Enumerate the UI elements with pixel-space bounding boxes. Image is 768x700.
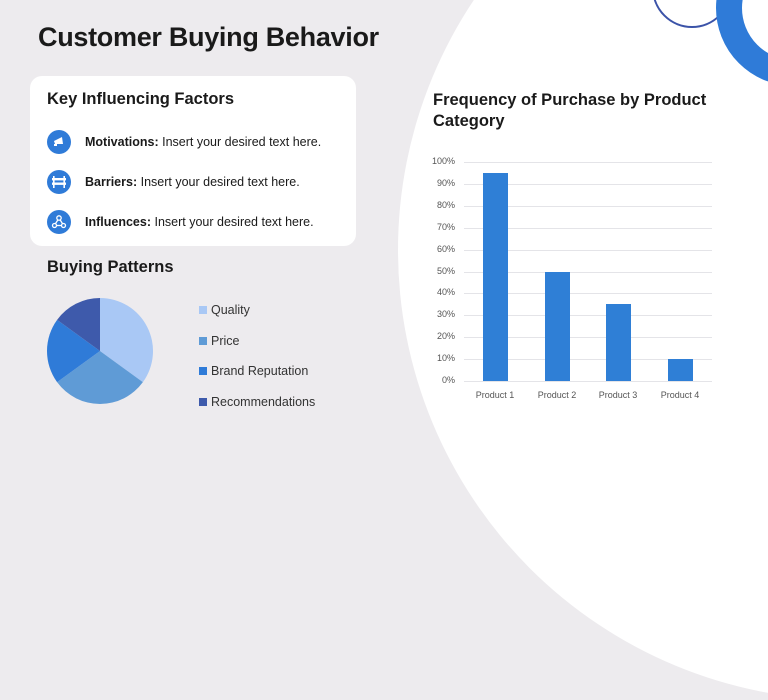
factor-label: Motivations: bbox=[85, 135, 159, 149]
factor-label: Barriers: bbox=[85, 175, 138, 189]
x-axis-category-label: Product 2 bbox=[537, 390, 577, 400]
pie-legend: Quality Price Brand Reputation Recommend… bbox=[199, 295, 315, 417]
gridline bbox=[464, 271, 712, 273]
megaphone-icon bbox=[47, 130, 71, 154]
legend-item-brand-reputation: Brand Reputation bbox=[199, 356, 315, 387]
gridline bbox=[464, 227, 712, 229]
legend-label: Price bbox=[211, 333, 240, 348]
factor-barriers: Barriers: Insert your desired text here. bbox=[47, 170, 300, 194]
key-factors-card: Key Influencing Factors Motivations: Ins… bbox=[30, 76, 356, 246]
buying-patterns-pie-chart bbox=[47, 298, 153, 404]
bar-product-3 bbox=[605, 304, 631, 381]
y-axis-tick-label: 40% bbox=[436, 287, 455, 298]
legend-item-quality: Quality bbox=[199, 295, 315, 326]
legend-label: Brand Reputation bbox=[211, 364, 309, 379]
gridline bbox=[464, 205, 712, 207]
y-axis-tick-label: 0% bbox=[441, 375, 455, 385]
y-axis-tick-label: 70% bbox=[436, 221, 455, 232]
legend-swatch bbox=[199, 367, 207, 376]
factor-influences: Influences: Insert your desired text her… bbox=[47, 210, 314, 234]
buying-patterns-heading: Buying Patterns bbox=[47, 258, 174, 276]
y-axis-tick-label: 100% bbox=[431, 156, 455, 166]
factor-text: Insert your desired text here. bbox=[140, 175, 300, 189]
factor-label: Influences: bbox=[85, 215, 151, 229]
x-axis-category-label: Product 3 bbox=[598, 390, 638, 400]
gridline bbox=[464, 337, 712, 339]
legend-item-recommendations: Recommendations bbox=[199, 387, 315, 418]
y-axis-tick-label: 20% bbox=[436, 331, 455, 342]
y-axis-tick-label: 90% bbox=[436, 177, 455, 188]
bar-product-4 bbox=[667, 359, 693, 381]
gridline bbox=[464, 183, 712, 185]
bar-product-1 bbox=[482, 172, 508, 381]
slide-title: Customer Buying Behavior bbox=[38, 22, 379, 52]
factor-motivations: Motivations: Insert your desired text he… bbox=[47, 130, 321, 154]
legend-label: Recommendations bbox=[211, 394, 316, 409]
barrier-icon bbox=[47, 170, 71, 194]
pie-slice-brand-reputation bbox=[47, 319, 100, 383]
bar-product-2 bbox=[544, 271, 570, 381]
legend-label: Quality bbox=[211, 303, 250, 318]
factor-text: Insert your desired text here. bbox=[154, 215, 314, 229]
gridline bbox=[464, 381, 712, 382]
gridline bbox=[464, 359, 712, 361]
pie-slice-quality bbox=[100, 298, 153, 383]
legend-item-price: Price bbox=[199, 326, 315, 357]
legend-swatch bbox=[199, 306, 207, 315]
y-axis-tick-label: 10% bbox=[436, 353, 455, 364]
x-axis-category-label: Product 4 bbox=[660, 390, 700, 400]
y-axis-tick-label: 80% bbox=[436, 199, 455, 210]
pie-slice-price bbox=[57, 351, 143, 404]
gridline bbox=[464, 249, 712, 251]
key-factors-heading: Key Influencing Factors bbox=[47, 90, 235, 108]
factor-text: Insert your desired text here. bbox=[162, 135, 322, 149]
y-axis-tick-label: 60% bbox=[436, 243, 455, 254]
pie-slice-recommendations bbox=[57, 298, 100, 351]
frequency-chart-title: Frequency of Purchase by Product Categor… bbox=[433, 91, 707, 130]
x-axis-category-label: Product 1 bbox=[475, 390, 515, 400]
y-axis-tick-label: 30% bbox=[436, 309, 455, 320]
legend-swatch bbox=[199, 336, 207, 345]
legend-swatch bbox=[199, 397, 207, 406]
y-axis-tick-label: 50% bbox=[436, 265, 455, 276]
gridline bbox=[464, 162, 712, 163]
gridline bbox=[464, 315, 712, 317]
network-icon bbox=[47, 210, 71, 234]
frequency-bar-chart: 100% 90% 80% 70% 60% 50% 40% 30% 20% 10% 0% Product… bbox=[420, 150, 720, 405]
gridline bbox=[464, 293, 712, 295]
